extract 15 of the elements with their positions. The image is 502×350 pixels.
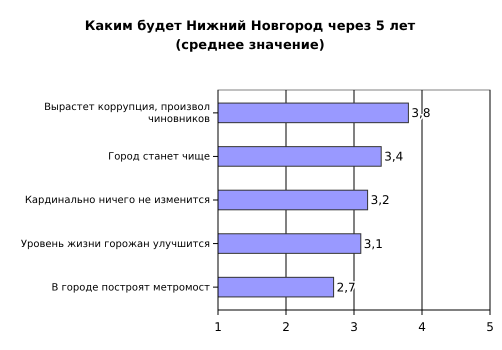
- y-tick-label: Уровень жизни горожан улучшится: [20, 238, 210, 250]
- x-tick-label: 1: [214, 320, 222, 334]
- y-tick-label: В городе построят метромост: [51, 282, 210, 294]
- y-tick-label: Город станет чище: [108, 152, 210, 163]
- x-tick-label: 4: [418, 320, 426, 334]
- data-label: 3,2: [370, 193, 390, 208]
- data-label: 3,4: [384, 150, 404, 164]
- chart-subtitle: (среднее значение): [175, 38, 325, 53]
- x-tick-label: 2: [282, 320, 290, 334]
- y-tick-label: Вырастет коррупция, произвол чиновников: [44, 102, 210, 126]
- chart-title: Каким будет Нижний Новгород через 5 лет: [84, 19, 416, 34]
- data-label: 3,1: [364, 236, 383, 251]
- x-tick-label: 3: [350, 320, 358, 334]
- y-tick-label: Кардинально ничего не изменится: [24, 195, 210, 206]
- x-tick-label: 5: [486, 320, 494, 334]
